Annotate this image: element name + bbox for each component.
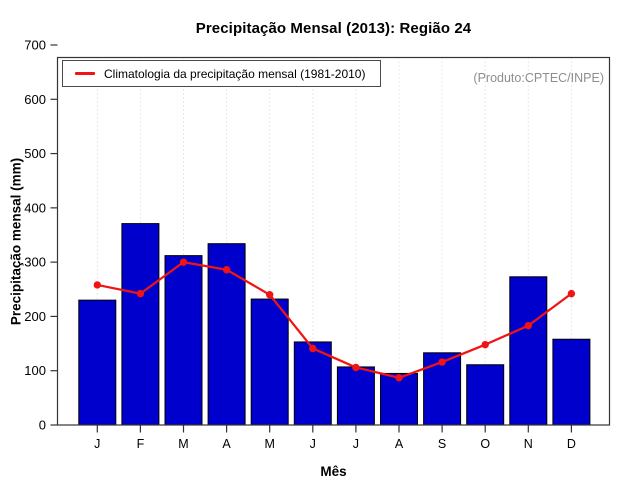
bar-M-4 xyxy=(250,298,289,426)
y-tick-label-400: 400 xyxy=(24,200,46,215)
climatology-point-S-8 xyxy=(438,358,446,366)
climatology-point-M-2 xyxy=(179,258,188,266)
x-tick-label-4: M xyxy=(264,437,274,451)
bar-N-10 xyxy=(509,276,548,426)
bar-O-9 xyxy=(466,364,505,426)
bar-J-0 xyxy=(78,299,117,426)
y-tick-label-0: 0 xyxy=(39,418,46,433)
x-tick-label-8: S xyxy=(438,437,446,451)
bar-M-2 xyxy=(164,255,203,426)
x-tick-label-10: N xyxy=(524,437,533,451)
x-tick-label-7: A xyxy=(395,437,404,451)
x-tick-label-3: A xyxy=(222,437,231,451)
x-tick-label-2: M xyxy=(178,437,188,451)
x-tick-label-6: J xyxy=(353,437,359,451)
climatology-point-N-10 xyxy=(524,321,532,330)
climatology-point-J-6 xyxy=(352,363,360,372)
bar-F-1 xyxy=(121,223,160,426)
x-tick-label-0: J xyxy=(94,437,100,451)
climatology-point-A-7 xyxy=(395,374,403,382)
y-tick-label-200: 200 xyxy=(24,309,46,324)
legend: Climatologia da precipitação mensal (198… xyxy=(62,60,381,87)
climatology-line xyxy=(97,261,573,379)
bar-A-3 xyxy=(207,243,246,426)
climatology-point-A-3 xyxy=(222,266,231,274)
chart-title: Precipitação Mensal (2013): Região 24 xyxy=(195,20,472,37)
climatology-point-J-0 xyxy=(93,281,102,289)
climatology-point-J-5 xyxy=(309,344,317,353)
product-annotation: (Produto:CPTEC/INPE) xyxy=(473,71,604,85)
y-axis-title: Precipitação mensal (mm) xyxy=(8,157,24,326)
x-tick-label-1: F xyxy=(137,437,145,451)
bar-J-5 xyxy=(293,341,332,426)
legend-line-swatch xyxy=(75,72,95,75)
plot-border xyxy=(56,56,611,426)
climatology-point-F-1 xyxy=(136,289,145,298)
y-tick-label-100: 100 xyxy=(24,363,46,378)
x-axis-title: Mês xyxy=(320,464,347,479)
climatology-point-D-11 xyxy=(567,289,576,298)
bar-D-11 xyxy=(552,338,591,426)
y-tick-label-300: 300 xyxy=(24,255,46,270)
x-tick-label-9: O xyxy=(480,437,490,451)
climatology-point-M-4 xyxy=(266,291,274,299)
y-tick-label-500: 500 xyxy=(24,146,46,161)
bar-A-7 xyxy=(380,372,418,426)
legend-label: Climatologia da precipitação mensal (198… xyxy=(104,66,366,81)
y-tick-label-600: 600 xyxy=(24,92,46,107)
x-tick-label-5: J xyxy=(310,437,316,451)
y-tick-label-700: 700 xyxy=(24,38,46,53)
x-tick-label-11: D xyxy=(567,437,576,451)
climatology-point-O-9 xyxy=(481,340,489,349)
bar-J-6 xyxy=(336,366,375,426)
